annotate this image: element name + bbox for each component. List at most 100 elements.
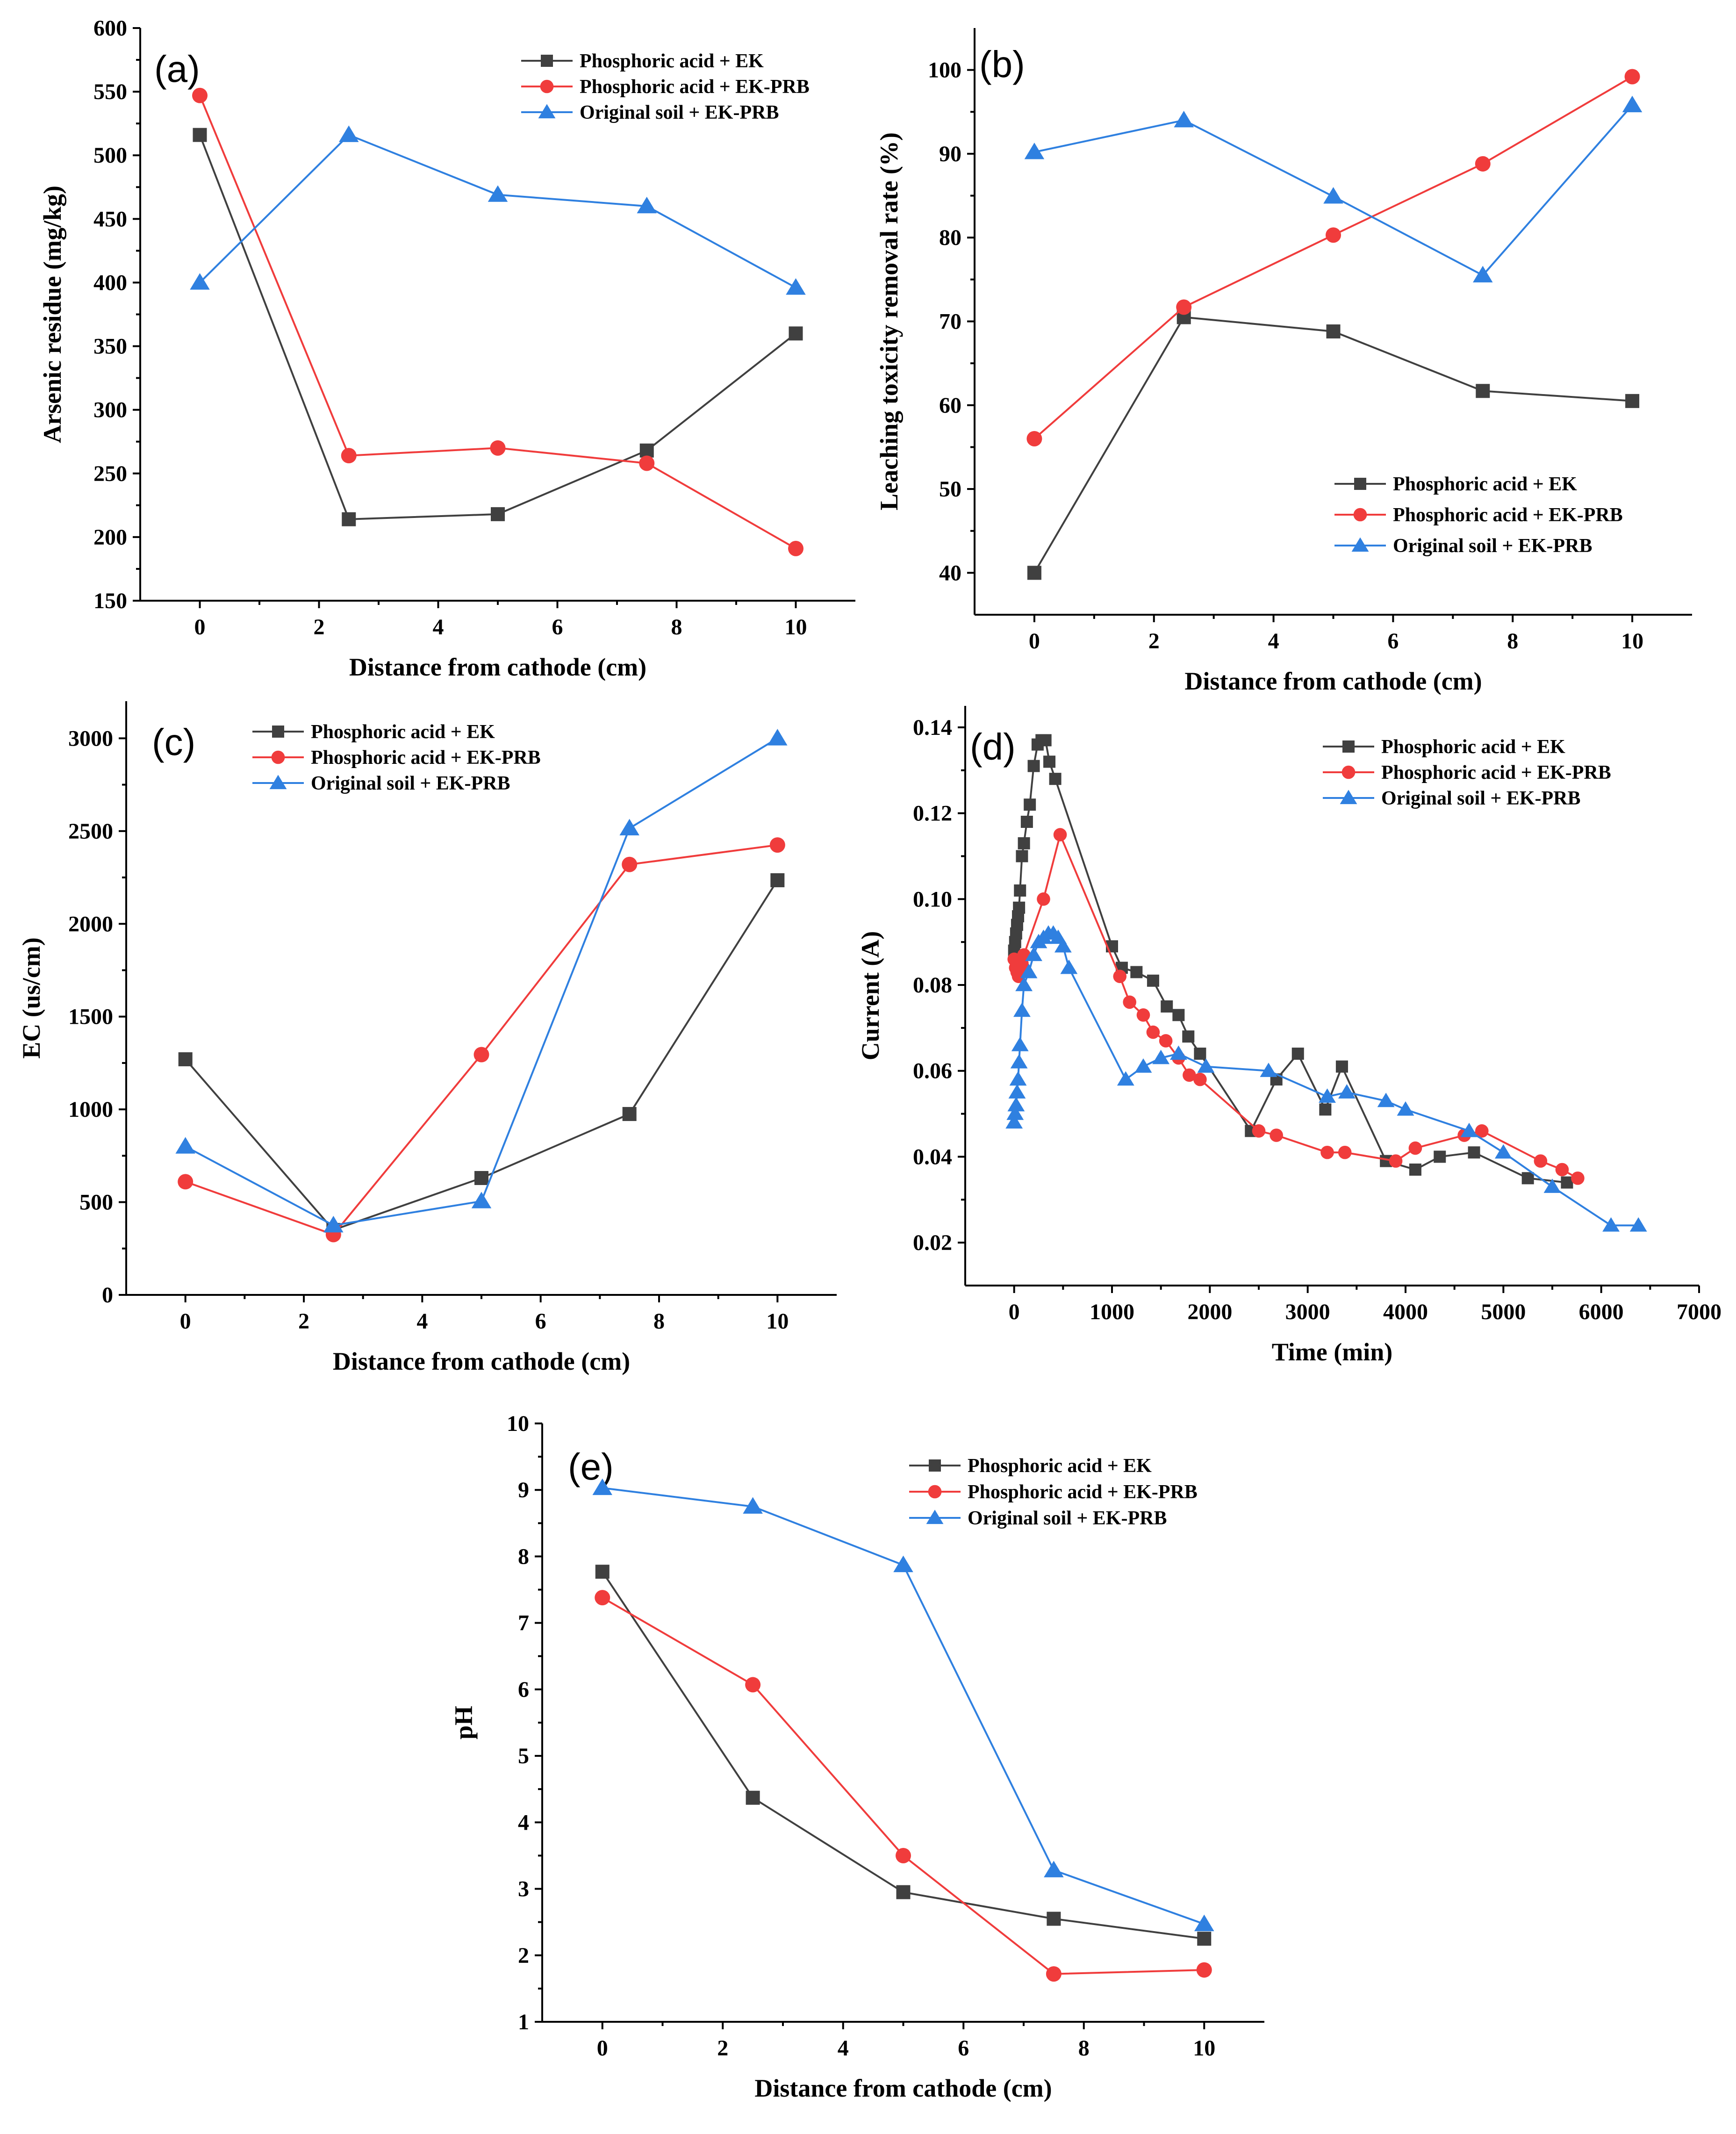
x-axis-title: Distance from cathode (cm) — [754, 2074, 1052, 2102]
y-tick-label: 1500 — [68, 1005, 113, 1029]
x-tick-label: 8 — [671, 615, 682, 639]
y-tick-label: 200 — [93, 525, 127, 550]
data-point — [746, 1790, 760, 1805]
data-point — [1252, 1124, 1266, 1138]
series-line — [185, 737, 778, 1227]
y-tick-label: 500 — [79, 1190, 113, 1215]
data-point — [1047, 1911, 1061, 1926]
legend-marker — [541, 55, 553, 67]
data-point — [1194, 1048, 1206, 1060]
series-phosphoric-acid-ek-prb — [192, 87, 803, 556]
data-point — [1543, 1178, 1561, 1193]
data-point — [1196, 1962, 1212, 1978]
data-point — [1008, 1084, 1026, 1099]
data-point — [473, 1047, 489, 1063]
data-point — [1602, 1217, 1620, 1232]
data-point — [1005, 1114, 1023, 1129]
x-tick-label: 10 — [1621, 629, 1643, 654]
data-point — [1044, 1861, 1064, 1877]
x-axis-title: Time (min) — [1272, 1338, 1392, 1366]
data-point — [1161, 1000, 1173, 1013]
data-point — [474, 1171, 488, 1185]
data-point — [788, 540, 803, 556]
legend: Phosphoric acid + EK Phosphoric acid + EK… — [1334, 474, 1623, 557]
x-tick-label: 2000 — [1187, 1300, 1232, 1324]
x-tick-label: 6 — [958, 2036, 969, 2061]
y-tick-label: 10 — [507, 1411, 529, 1436]
x-tick-label: 0 — [597, 2036, 608, 2061]
data-point — [1159, 1034, 1173, 1048]
data-point — [893, 1555, 913, 1573]
x-tick-label: 10 — [1193, 2036, 1215, 2061]
data-point — [1117, 1071, 1134, 1086]
panel-label: (b) — [979, 43, 1025, 85]
panel-c: 0 2 4 6 8 10 0 500 1000 1500 2000 2500 3000 Distance … — [17, 701, 837, 1375]
data-point — [1326, 324, 1341, 339]
y-tick-label: 9 — [518, 1478, 529, 1502]
data-point — [1169, 1045, 1187, 1060]
data-point — [595, 1590, 610, 1606]
y-tick-label: 0.08 — [913, 973, 952, 998]
legend-label: Original soil + EK-PRB — [968, 1508, 1167, 1529]
legend-marker — [1341, 765, 1356, 779]
y-tick-label: 40 — [939, 560, 961, 585]
data-point — [639, 443, 654, 458]
legend: Phosphoric acid + EK Phosphoric acid + EK… — [252, 721, 541, 794]
y-tick-label: 2000 — [68, 912, 113, 936]
data-point — [1009, 1071, 1027, 1086]
data-point — [1475, 1124, 1489, 1138]
y-tick-label: 400 — [93, 270, 127, 295]
data-point — [471, 1192, 492, 1208]
series-line — [1013, 832, 1578, 1179]
x-tick-label: 8 — [653, 1309, 665, 1334]
data-point — [1025, 947, 1042, 961]
y-axis-title: Current (A) — [856, 931, 884, 1060]
data-point — [786, 278, 806, 295]
x-tick-label: 4 — [416, 1309, 428, 1334]
data-point — [1521, 1172, 1534, 1185]
x-tick-label: 6000 — [1579, 1300, 1624, 1324]
data-point — [1291, 1048, 1304, 1060]
y-tick-label: 0.04 — [913, 1144, 952, 1169]
series-original-soil-ek-prb — [1024, 95, 1643, 283]
data-point — [1007, 1097, 1025, 1112]
legend-marker — [271, 750, 285, 764]
data-point — [1130, 966, 1143, 978]
y-tick-label: 500 — [93, 143, 127, 168]
series-line — [199, 95, 796, 550]
y-tick-label: 1 — [518, 2010, 529, 2034]
y-tick-label: 70 — [939, 309, 961, 334]
data-point — [193, 128, 207, 142]
x-tick-label: 0 — [180, 1309, 191, 1334]
y-tick-label: 50 — [939, 477, 961, 502]
data-point — [1037, 892, 1050, 906]
data-point — [592, 1478, 613, 1495]
data-point — [1024, 798, 1036, 811]
data-point — [1176, 299, 1192, 315]
data-point — [1049, 773, 1062, 785]
legend: Phosphoric acid + EK Phosphoric acid + EK… — [1323, 736, 1611, 809]
x-tick-label: 2 — [314, 615, 325, 639]
data-point — [1174, 110, 1194, 128]
y-tick-label: 0.02 — [913, 1230, 952, 1255]
data-point — [1136, 1008, 1150, 1022]
legend-marker — [540, 79, 554, 93]
panel-b: 0 2 4 6 8 10 40 50 60 70 80 90 100 Distance from cath… — [875, 28, 1692, 695]
data-point — [1020, 816, 1033, 828]
series-line — [602, 1596, 1205, 1975]
x-tick-label: 7000 — [1677, 1300, 1722, 1324]
data-point — [342, 512, 356, 526]
data-point — [1026, 431, 1042, 446]
y-tick-label: 0 — [102, 1283, 113, 1308]
data-point — [341, 448, 357, 464]
legend-marker — [1354, 478, 1366, 490]
data-point — [1039, 734, 1052, 747]
data-point — [639, 455, 655, 471]
data-point — [1468, 1146, 1480, 1159]
data-point — [1197, 1932, 1212, 1946]
data-point — [1013, 1002, 1031, 1017]
legend-marker — [929, 1459, 941, 1472]
legend-label: Phosphoric acid + EK-PRB — [968, 1481, 1198, 1503]
y-tick-label: 90 — [939, 142, 961, 166]
